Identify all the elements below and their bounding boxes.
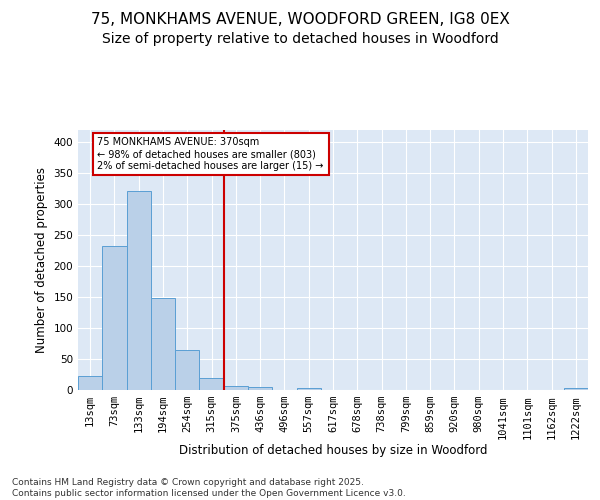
Bar [199,378,224,390]
Text: 75 MONKHAMS AVENUE: 370sqm
← 98% of detached houses are smaller (803)
2% of semi: 75 MONKHAMS AVENUE: 370sqm ← 98% of deta… [97,138,324,170]
Bar [151,298,175,390]
Bar [78,376,102,390]
Bar [224,386,248,390]
Bar [127,190,151,390]
Y-axis label: Number of detached properties: Number of detached properties [35,167,48,353]
Bar [175,350,199,390]
Bar [564,388,588,390]
Text: 75, MONKHAMS AVENUE, WOODFORD GREEN, IG8 0EX: 75, MONKHAMS AVENUE, WOODFORD GREEN, IG8… [91,12,509,28]
Text: Size of property relative to detached houses in Woodford: Size of property relative to detached ho… [101,32,499,46]
Text: Contains HM Land Registry data © Crown copyright and database right 2025.
Contai: Contains HM Land Registry data © Crown c… [12,478,406,498]
Bar [102,246,127,390]
Bar [296,388,321,390]
X-axis label: Distribution of detached houses by size in Woodford: Distribution of detached houses by size … [179,444,487,457]
Bar [248,387,272,390]
